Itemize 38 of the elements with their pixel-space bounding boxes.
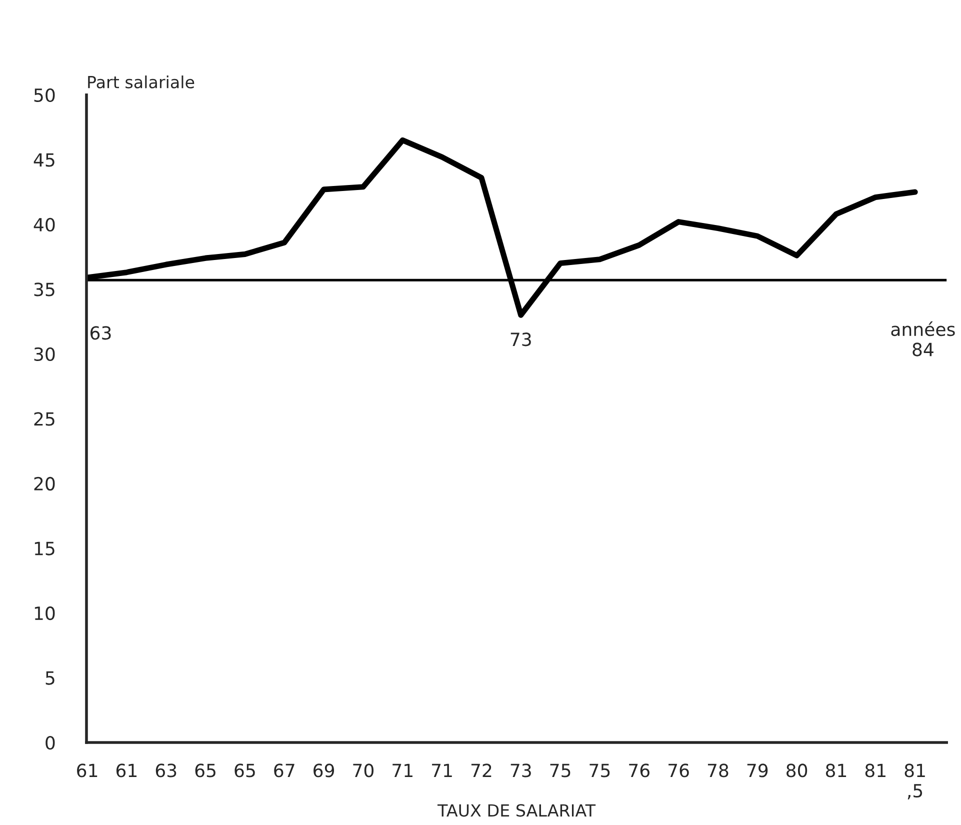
y-tick-label: 50 xyxy=(34,88,55,102)
x-tick-label: 71 xyxy=(432,764,452,778)
y-tick-label: 40 xyxy=(34,218,55,232)
x-tick-label: 61 xyxy=(116,764,137,778)
y-tick-label: 45 xyxy=(34,153,54,167)
y-tick-label: 15 xyxy=(34,542,54,556)
x-tick-label: 73 xyxy=(510,764,531,778)
x-tick-label: 61 xyxy=(77,764,98,778)
x-tick-label: 81 xyxy=(826,764,846,778)
y-tick-label: 5 xyxy=(46,671,54,685)
x-tick-label: 75 xyxy=(590,764,610,778)
annotation: 63 xyxy=(90,326,111,340)
x-tick-label: 65 xyxy=(234,764,255,778)
x-tick-label: 71 xyxy=(392,764,412,778)
x-tick-label: 79 xyxy=(747,764,768,778)
y-tick-label: 10 xyxy=(34,606,55,620)
x-axis-title: TAUX DE SALARIAT xyxy=(437,804,596,817)
x-tick-label: 69 xyxy=(314,764,334,778)
y-tick-label: 25 xyxy=(34,412,54,426)
x-tick-label: 67 xyxy=(274,764,294,778)
y-axis-title: Part salariale xyxy=(88,76,194,88)
annotation: 73 xyxy=(510,332,531,346)
x-tick-label: 72 xyxy=(471,764,492,778)
y-tick-label: 20 xyxy=(34,476,55,491)
x-tick-label: 81 ,5 xyxy=(904,764,925,800)
x-tick-label: 70 xyxy=(353,764,374,778)
x-tick-label: 76 xyxy=(629,764,650,778)
x-tick-label: 63 xyxy=(156,764,176,778)
x-tick-label: 80 xyxy=(786,764,808,778)
x-tick-label: 81 xyxy=(865,764,886,778)
y-tick-label: 0 xyxy=(46,736,55,750)
y-tick-label: 35 xyxy=(34,282,54,296)
x-tick-label: 65 xyxy=(195,764,216,778)
x-tick-label: 78 xyxy=(708,764,728,778)
annotation: années 84 xyxy=(891,321,955,356)
x-tick-label: 76 xyxy=(668,764,689,778)
x-tick-label: 75 xyxy=(550,764,570,778)
y-tick-label: 30 xyxy=(34,347,55,362)
